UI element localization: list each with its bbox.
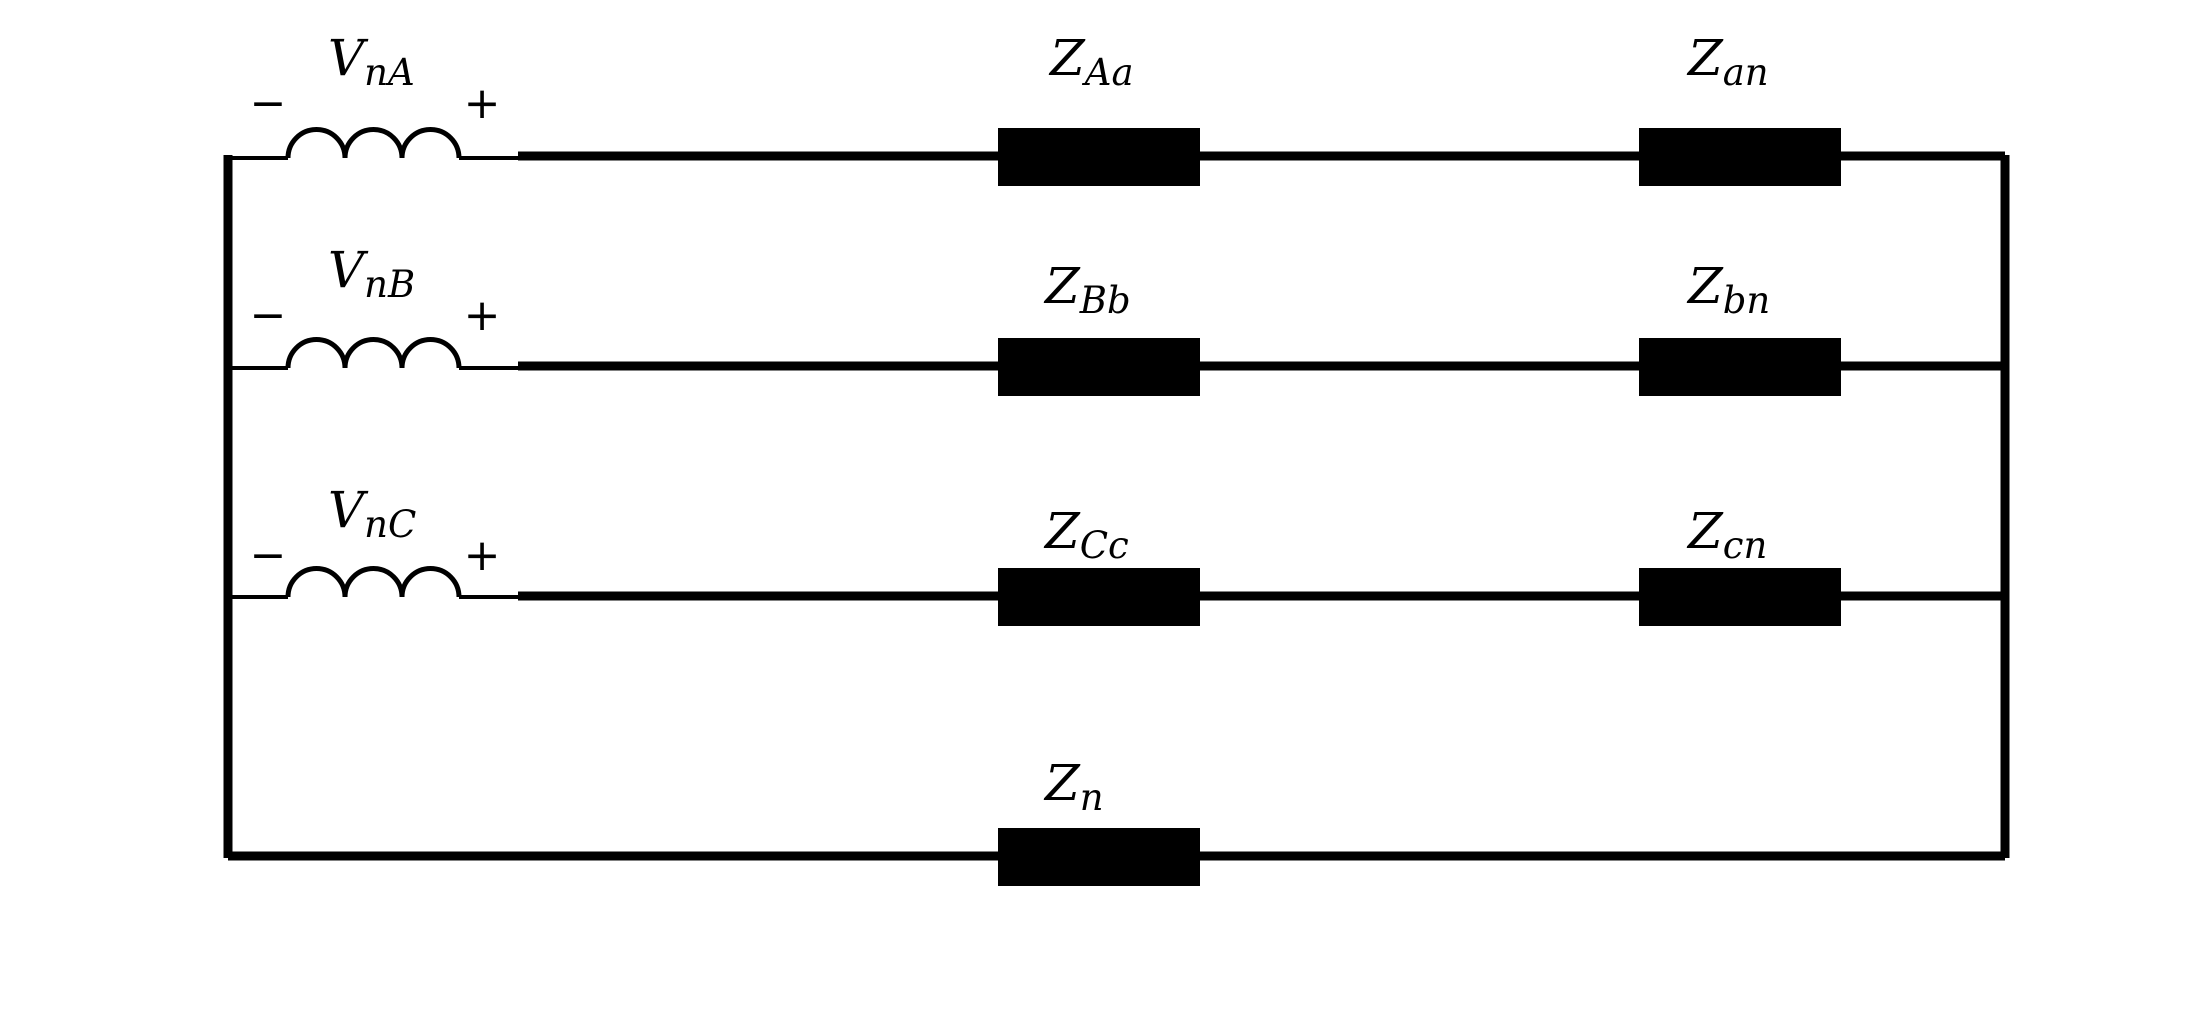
label-vnc: VnC <box>328 481 416 546</box>
phase-c-minus-sign: − <box>250 530 287 581</box>
neutral-row: Zn <box>228 754 2005 886</box>
label-zcn: Zcn <box>1686 502 1767 567</box>
label-zaa: ZAa <box>1048 29 1134 94</box>
label-zn: Zn <box>1043 754 1104 819</box>
impedance-bn <box>1639 338 1841 396</box>
phase-c-inductor-icon <box>285 566 462 598</box>
label-zbn: Zbn <box>1686 257 1770 322</box>
impedance-bb <box>998 338 1200 396</box>
phase-a-inductor-icon <box>285 127 462 159</box>
phase-a-row: − + VnA ZAa Zan <box>228 29 2005 186</box>
impedance-an <box>1639 128 1841 186</box>
impedance-cc <box>998 568 1200 626</box>
phase-c-row: − + VnC ZCc Zcn <box>228 481 2005 626</box>
label-zcc: ZCc <box>1043 502 1129 567</box>
phase-b-inductor-icon <box>285 337 462 369</box>
phase-b-plus-sign: + <box>464 290 501 341</box>
phase-a-minus-sign: − <box>250 78 287 129</box>
impedance-n <box>998 828 1200 886</box>
label-zbb: ZBb <box>1043 257 1131 322</box>
label-vna: VnA <box>328 29 415 94</box>
phase-a-plus-sign: + <box>464 78 501 129</box>
label-vnb: VnB <box>328 241 415 306</box>
impedance-aa <box>998 128 1200 186</box>
phase-b-row: − + VnB ZBb Zbn <box>228 241 2005 396</box>
phase-b-minus-sign: − <box>250 290 287 341</box>
phase-c-plus-sign: + <box>464 530 501 581</box>
label-zan: Zan <box>1686 29 1769 94</box>
impedance-cn <box>1639 568 1841 626</box>
